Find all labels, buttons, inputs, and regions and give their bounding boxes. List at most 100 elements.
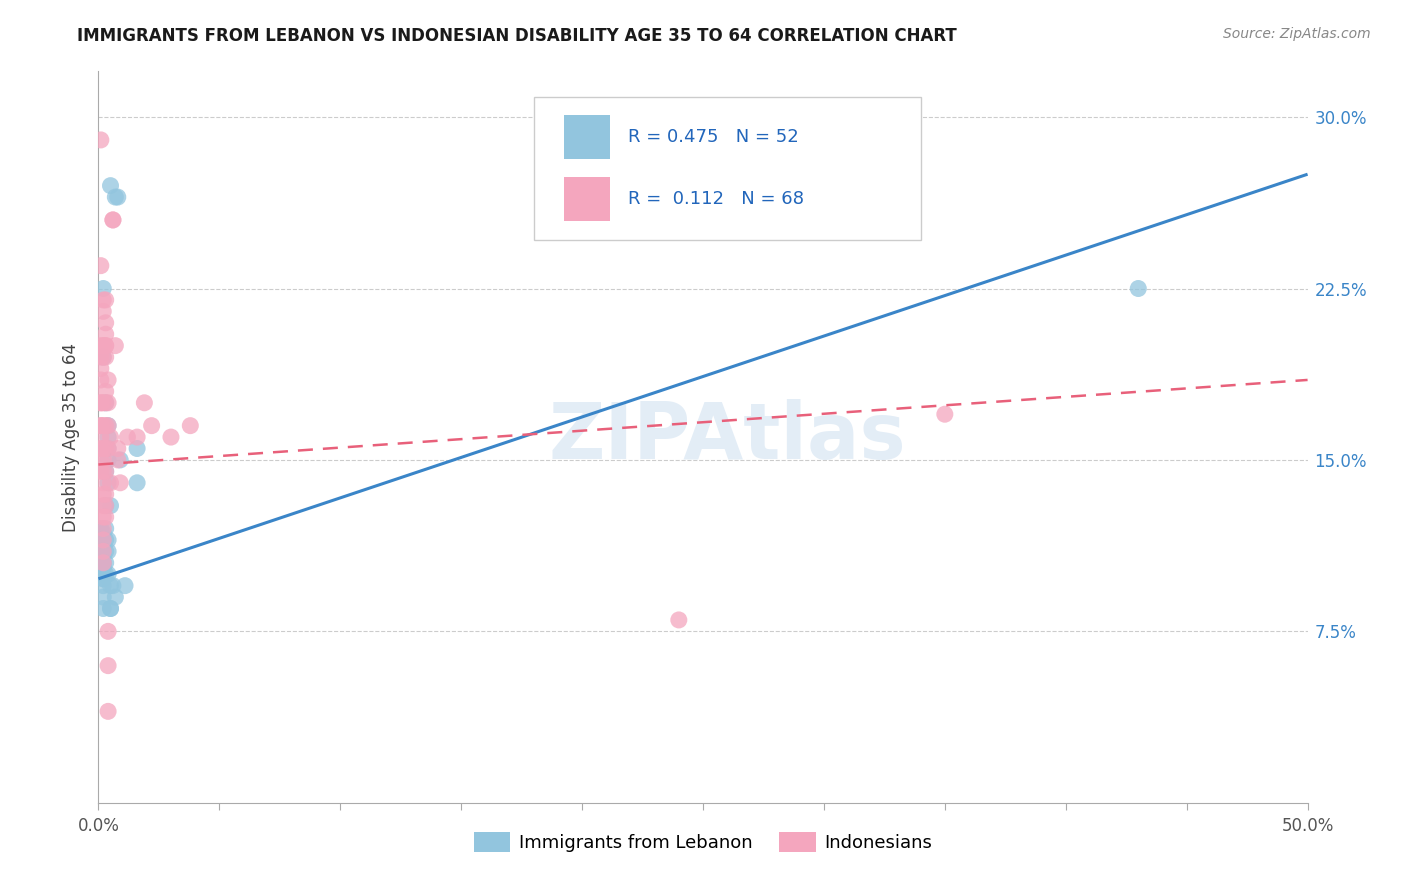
Point [94, 533, 117, 547]
Point [94, 316, 117, 330]
Point [90, 373, 112, 387]
Point [94, 384, 117, 399]
FancyBboxPatch shape [534, 97, 921, 240]
Point [90, 442, 112, 456]
Point [91, 567, 114, 582]
Point [97, 418, 120, 433]
Point [114, 579, 136, 593]
Point [104, 590, 127, 604]
Point [91, 293, 114, 307]
Point [100, 499, 122, 513]
Point [94, 418, 117, 433]
Point [97, 705, 120, 719]
Bar [564, 178, 610, 221]
Point [94, 521, 117, 535]
Point [90, 396, 112, 410]
Point [94, 499, 117, 513]
Point [91, 544, 114, 558]
Point [108, 453, 131, 467]
Point [100, 475, 122, 490]
Point [94, 544, 117, 558]
Point [100, 178, 122, 193]
Point [117, 430, 139, 444]
Point [91, 572, 114, 586]
Point [934, 407, 956, 421]
Point [97, 442, 120, 456]
Point [91, 556, 114, 570]
Point [160, 430, 183, 444]
Point [94, 487, 117, 501]
Point [91, 350, 114, 364]
Point [100, 579, 122, 593]
Point [91, 556, 114, 570]
Point [90, 396, 112, 410]
Point [97, 533, 120, 547]
Point [94, 293, 117, 307]
Text: R =  0.112   N = 68: R = 0.112 N = 68 [628, 190, 804, 209]
Point [101, 579, 124, 593]
Point [91, 567, 114, 582]
Point [90, 259, 112, 273]
Point [90, 453, 112, 467]
Point [91, 464, 114, 478]
Point [97, 396, 120, 410]
Point [90, 533, 112, 547]
Point [91, 418, 114, 433]
Point [127, 475, 149, 490]
Point [91, 601, 114, 615]
Text: IMMIGRANTS FROM LEBANON VS INDONESIAN DISABILITY AGE 35 TO 64 CORRELATION CHART: IMMIGRANTS FROM LEBANON VS INDONESIAN DI… [77, 27, 957, 45]
Point [94, 464, 117, 478]
Point [91, 338, 114, 352]
Point [90, 549, 112, 563]
Point [91, 442, 114, 456]
Point [91, 549, 114, 563]
Point [91, 526, 114, 541]
Point [90, 521, 112, 535]
Point [91, 579, 114, 593]
Point [94, 499, 117, 513]
Point [97, 475, 120, 490]
Point [91, 560, 114, 574]
Point [90, 418, 112, 433]
Point [94, 556, 117, 570]
Point [90, 418, 112, 433]
Bar [564, 115, 610, 159]
Point [97, 453, 120, 467]
Point [90, 338, 112, 352]
Point [100, 601, 122, 615]
Point [94, 338, 117, 352]
Legend: Immigrants from Lebanon, Indonesians: Immigrants from Lebanon, Indonesians [467, 824, 939, 860]
Point [127, 442, 149, 456]
Point [94, 464, 117, 478]
Point [94, 327, 117, 342]
Point [107, 453, 129, 467]
Point [134, 396, 156, 410]
Point [94, 442, 117, 456]
Point [101, 213, 124, 227]
Text: R = 0.475   N = 52: R = 0.475 N = 52 [628, 128, 799, 146]
Point [141, 418, 163, 433]
Point [104, 190, 127, 204]
Point [91, 544, 114, 558]
Point [91, 499, 114, 513]
Point [91, 533, 114, 547]
Point [90, 350, 112, 364]
Point [107, 190, 129, 204]
Point [94, 396, 117, 410]
Point [91, 510, 114, 524]
Point [127, 430, 149, 444]
Point [94, 396, 117, 410]
Point [90, 464, 112, 478]
Point [97, 430, 120, 444]
Point [91, 544, 114, 558]
Point [107, 442, 129, 456]
Point [91, 396, 114, 410]
Text: Source: ZipAtlas.com: Source: ZipAtlas.com [1223, 27, 1371, 41]
Point [1128, 281, 1150, 295]
Point [94, 442, 117, 456]
Point [90, 361, 112, 376]
Point [94, 510, 117, 524]
Point [91, 281, 114, 295]
Point [100, 601, 122, 615]
Point [91, 475, 114, 490]
